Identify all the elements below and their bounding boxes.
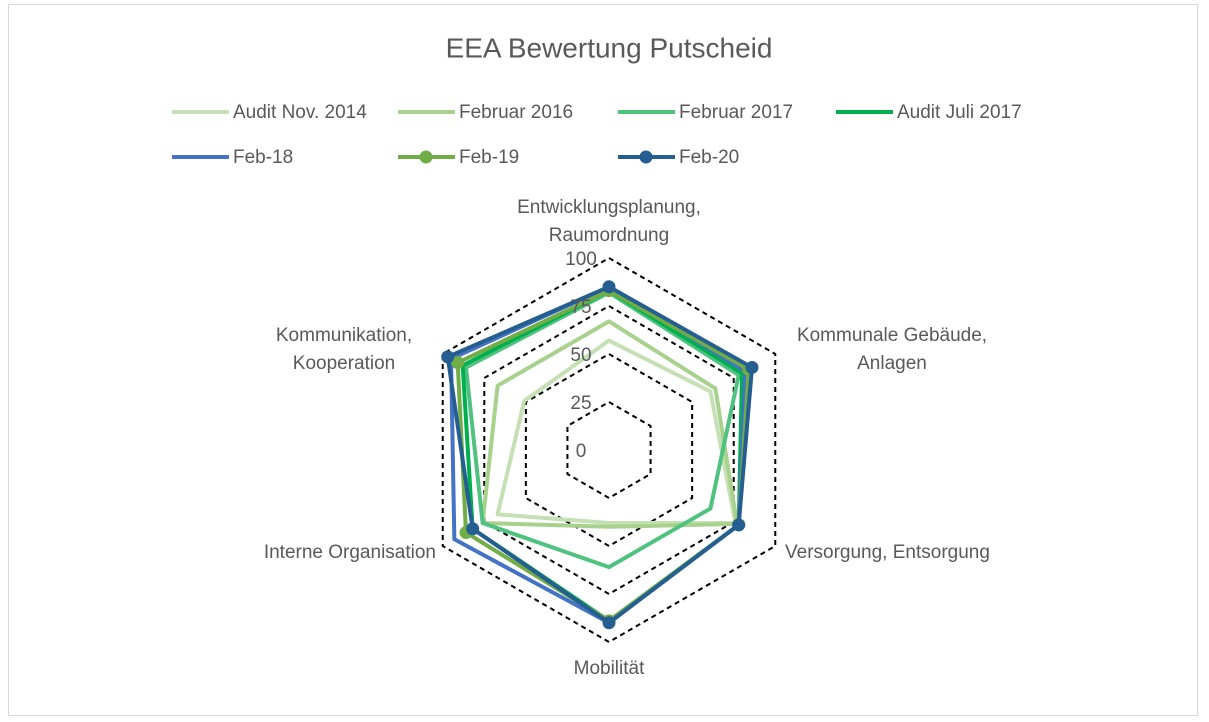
- category-label: Interne Organisation: [263, 542, 436, 563]
- tick-label: 50: [570, 345, 591, 366]
- grid-ring: [441, 256, 777, 644]
- legend-label: Audit Juli 2017: [897, 102, 1022, 123]
- category-label: Entwicklungsplanung, Raumordnung: [517, 197, 701, 246]
- chart-title: EEA Bewertung Putscheid: [446, 32, 773, 63]
- series-marker: [745, 360, 759, 374]
- tick-label: 0: [576, 441, 587, 462]
- series-marker: [732, 518, 746, 532]
- series-marker: [602, 616, 616, 630]
- category-label: Kommunale Gebäude, Anlagen: [796, 325, 988, 374]
- legend-label: Feb-20: [679, 147, 739, 168]
- legend-label: Feb-19: [459, 147, 519, 168]
- tick-label: 75: [570, 297, 591, 318]
- series-line: [480, 319, 740, 529]
- series-marker: [451, 356, 465, 370]
- legend-marker: [419, 150, 433, 164]
- series-marker: [466, 522, 480, 536]
- series-line: [464, 290, 741, 570]
- legend-label: Februar 2017: [679, 102, 793, 123]
- category-label: Versorgung, Entsorgung: [785, 542, 990, 563]
- series-line: [445, 284, 754, 625]
- legend-marker: [639, 150, 653, 164]
- series-marker: [441, 350, 455, 364]
- chart-frame: [8, 4, 1198, 716]
- category-label: Kommunikation, Kooperation: [275, 325, 413, 374]
- series-line: [495, 338, 738, 525]
- tick-label: 100: [565, 249, 597, 270]
- grid-ring: [566, 400, 652, 500]
- legend-label: Feb-18: [233, 147, 293, 168]
- legend-label: Februar 2016: [459, 102, 573, 123]
- category-label: Mobilität: [573, 658, 645, 679]
- legend-label: Audit Nov. 2014: [233, 102, 367, 123]
- tick-label: 25: [570, 393, 591, 414]
- series-marker: [602, 280, 616, 294]
- grid-ring: [483, 304, 735, 596]
